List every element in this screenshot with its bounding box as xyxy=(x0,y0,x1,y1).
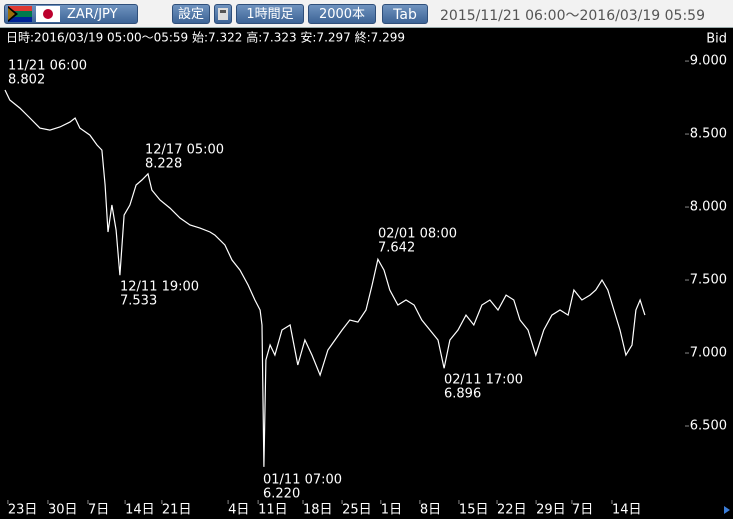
bar-info: 日時:2016/03/19 05:00〜05:59 始:7.322 高:7.32… xyxy=(6,30,405,45)
x-tick-label: 25日 xyxy=(342,503,372,518)
flags xyxy=(8,6,60,22)
annotation-price: 6.220 xyxy=(263,487,300,502)
x-tick-label: 7日 xyxy=(88,503,109,518)
annotation-price: 7.642 xyxy=(378,241,415,256)
settings-button[interactable]: 設定 xyxy=(172,4,210,24)
x-tick-label: 7日 xyxy=(572,503,593,518)
annotation-time: 02/11 17:00 xyxy=(444,373,523,388)
calculator-icon xyxy=(218,8,228,20)
x-tick-label: 1日 xyxy=(381,503,402,518)
calculator-button[interactable] xyxy=(214,4,232,24)
annotation-time: 02/01 08:00 xyxy=(378,227,457,242)
x-tick-label: 14日 xyxy=(125,503,155,518)
x-tick-label: 18日 xyxy=(303,503,333,518)
x-tick-label: 11日 xyxy=(258,503,288,518)
annotation-time: 12/17 05:00 xyxy=(145,143,224,158)
x-tick-label: 15日 xyxy=(459,503,489,518)
x-tick-label: 30日 xyxy=(48,503,78,518)
chart: 日時:2016/03/19 05:00〜05:59 始:7.322 高:7.32… xyxy=(4,30,730,518)
count-button[interactable]: 2000本 xyxy=(308,4,376,24)
price-line xyxy=(4,89,646,467)
scroll-arrow[interactable] xyxy=(724,506,730,514)
date-range: 2015/11/21 06:00〜2016/03/19 05:59 xyxy=(440,8,705,24)
annotation-price: 8.228 xyxy=(145,157,182,172)
y-tick-label: 7.500 xyxy=(690,273,727,288)
x-tick-label: 4日 xyxy=(228,503,249,518)
x-tick-label: 23日 xyxy=(8,503,38,518)
y-tick-label: 8.000 xyxy=(690,200,727,215)
annotation-price: 8.802 xyxy=(8,73,45,88)
toolbar: ZAR/JPY 設定 1時間足 2000本 Tab 2015/11/21 06:… xyxy=(0,0,733,28)
annotation-time: 01/11 07:00 xyxy=(263,473,342,488)
annotation-price: 6.896 xyxy=(444,387,481,402)
y-tick-label: 9.000 xyxy=(690,54,727,69)
x-tick-label: 29日 xyxy=(536,503,566,518)
annotation-time: 12/11 19:00 xyxy=(120,280,199,295)
annotation-price: 7.533 xyxy=(120,294,157,309)
x-tick-label: 22日 xyxy=(497,503,527,518)
x-tick-label: 21日 xyxy=(162,503,192,518)
y-tick-label: 8.500 xyxy=(690,127,727,142)
timeframe-button[interactable]: 1時間足 xyxy=(236,4,304,24)
x-tick-label: 14日 xyxy=(612,503,642,518)
pair-button[interactable]: ZAR/JPY xyxy=(4,4,138,24)
y-tick-label: 6.500 xyxy=(690,419,727,434)
annotation-time: 11/21 06:00 xyxy=(8,59,87,74)
y-tick-label: 7.000 xyxy=(690,346,727,361)
x-tick-label: 8日 xyxy=(420,503,441,518)
tab-button[interactable]: Tab xyxy=(382,4,428,24)
price-type: Bid xyxy=(706,32,727,47)
pair-label: ZAR/JPY xyxy=(67,7,118,22)
